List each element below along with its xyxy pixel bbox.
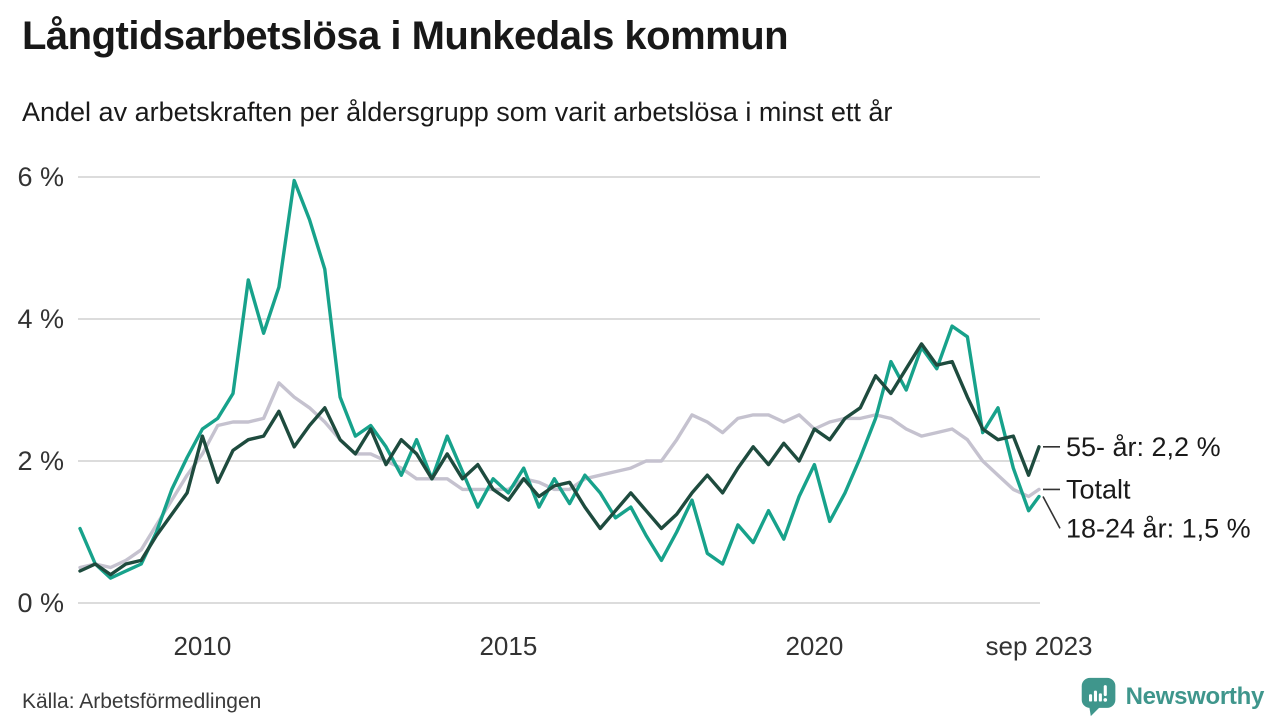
end-label-connector bbox=[1042, 496, 1061, 529]
y-axis-tick-label: 6 % bbox=[17, 162, 64, 192]
end-label-18-24 år: 18-24 år: 1,5 % bbox=[1066, 513, 1251, 543]
series-line-18-24 år bbox=[78, 178, 1041, 580]
series-line-55- år bbox=[78, 342, 1041, 577]
series-lines bbox=[78, 178, 1041, 580]
x-axis-tick-label: 2015 bbox=[479, 631, 537, 661]
end-label-55- år: 55- år: 2,2 % bbox=[1066, 432, 1221, 462]
y-axis-tick-label: 0 % bbox=[17, 588, 64, 618]
x-axis-tick-label: sep 2023 bbox=[986, 631, 1093, 661]
gridlines bbox=[78, 176, 1040, 604]
end-label-Totalt: Totalt bbox=[1066, 474, 1131, 504]
axis-labels: 0 % 2 % 4 % 6 % 2010 2015 2020 sep 2023 bbox=[17, 162, 1092, 661]
source-attribution: Källa: Arbetsförmedlingen bbox=[22, 690, 262, 713]
x-axis-tick-label: 2020 bbox=[785, 631, 843, 661]
chart-title: Långtidsarbetslösa i Munkedals kommun bbox=[22, 14, 789, 58]
y-axis-tick-label: 4 % bbox=[17, 304, 64, 334]
x-axis-tick-label: 2010 bbox=[173, 631, 231, 661]
newsworthy-logo: Newsworthy bbox=[1079, 676, 1264, 718]
series-end-labels: 55- år: 2,2 % Totalt 18-24 år: 1,5 % bbox=[1042, 432, 1251, 543]
newsworthy-wordmark: Newsworthy bbox=[1125, 683, 1265, 710]
chart-subtitle: Andel av arbetskraften per åldersgrupp s… bbox=[22, 97, 893, 127]
y-axis-tick-label: 2 % bbox=[17, 446, 64, 476]
bar-chart-speech-bubble-icon bbox=[1081, 677, 1115, 717]
